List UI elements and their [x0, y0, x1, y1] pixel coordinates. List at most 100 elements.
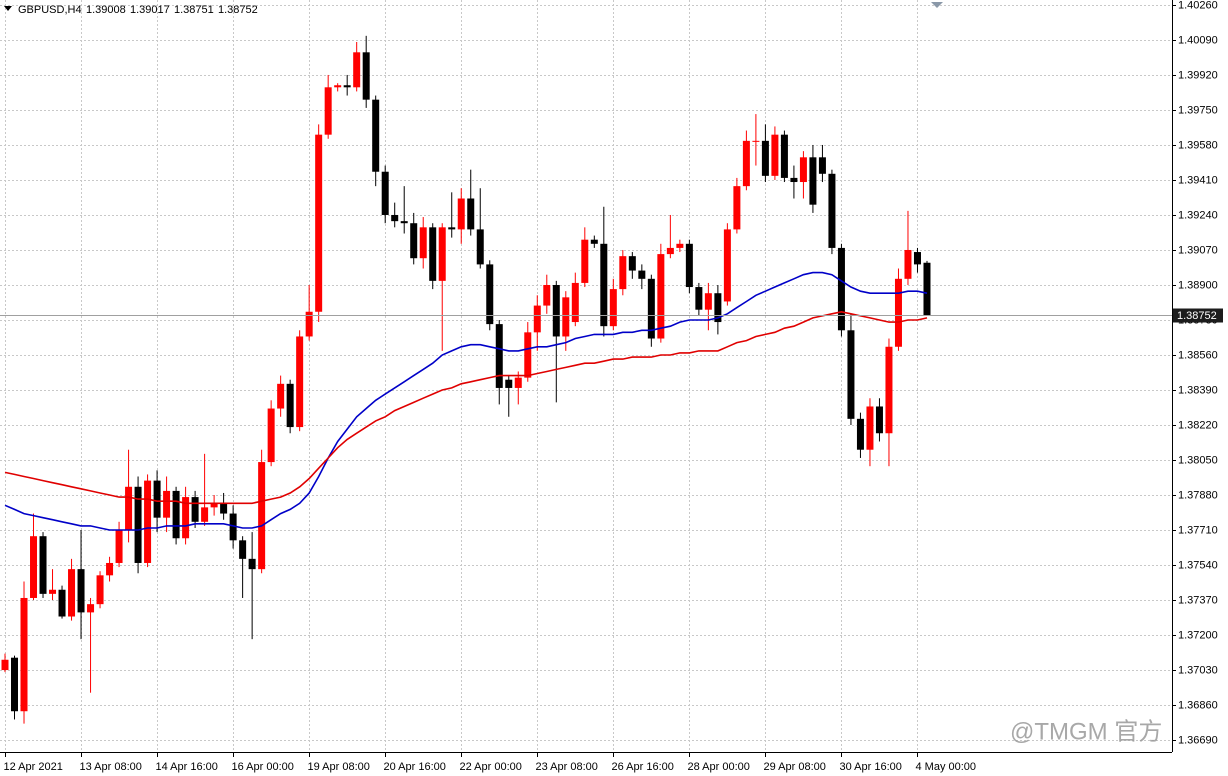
candle-body — [201, 507, 209, 522]
candle-body — [438, 227, 446, 281]
candle-body — [11, 657, 19, 712]
candle-body — [676, 243, 684, 248]
candle-body — [894, 278, 902, 347]
candle-body — [885, 346, 893, 434]
candle-body — [448, 227, 456, 230]
y-tick-label: 1.37540 — [1178, 559, 1218, 571]
candle-body — [486, 264, 494, 325]
candle-body — [723, 229, 731, 302]
candle-body — [657, 254, 665, 339]
x-tick-label: 13 Apr 08:00 — [80, 761, 142, 773]
candle-body — [752, 140, 760, 142]
plot — [1, 35, 931, 724]
candle-body — [182, 497, 190, 539]
candle-body — [229, 513, 237, 541]
candle-body — [220, 503, 228, 514]
candle-body — [695, 287, 703, 310]
candle-body — [495, 324, 503, 388]
watermark: @TMGM 官方 — [1010, 718, 1162, 745]
candle-body — [809, 157, 817, 205]
candle-body — [210, 503, 218, 508]
candle-body — [476, 229, 484, 265]
y-tick-label: 1.37880 — [1178, 489, 1218, 501]
y-tick-label: 1.38050 — [1178, 454, 1218, 466]
candle-body — [20, 597, 28, 712]
candle-body — [343, 85, 351, 88]
candle-body — [638, 270, 646, 279]
candle-body — [125, 486, 133, 531]
candle-body — [619, 256, 627, 290]
candle-body — [315, 134, 323, 312]
y-tick-label: 1.39580 — [1178, 139, 1218, 151]
y-tick-label: 1.38390 — [1178, 384, 1218, 396]
candle-body — [780, 134, 788, 178]
candle-body — [429, 227, 437, 281]
y-tick-label: 1.37370 — [1178, 594, 1218, 606]
y-tick-label: 1.39070 — [1178, 244, 1218, 256]
y-tick-label: 1.39920 — [1178, 69, 1218, 81]
candle-body — [600, 243, 608, 327]
candle-body — [144, 480, 152, 563]
candle-body — [191, 497, 199, 522]
header-low: 1.38751 — [174, 4, 214, 16]
candle-body — [505, 379, 513, 388]
y-tick-label: 1.37200 — [1178, 629, 1218, 641]
candle-body — [153, 480, 161, 518]
header-open: 1.39008 — [86, 4, 126, 16]
candle-body — [714, 293, 722, 323]
candle-body — [324, 87, 332, 135]
y-tick-label: 1.40090 — [1178, 34, 1218, 46]
candle-body — [467, 198, 475, 230]
x-tick-label: 30 Apr 16:00 — [840, 761, 902, 773]
shift-marker — [931, 2, 943, 8]
x-tick-label: 26 Apr 16:00 — [612, 761, 674, 773]
candle-body — [913, 252, 921, 265]
x-tick-label: 4 May 00:00 — [916, 761, 977, 773]
x-tick-label: 29 Apr 08:00 — [764, 761, 826, 773]
y-tick-label: 1.40260 — [1178, 0, 1218, 11]
candle-body — [866, 406, 874, 450]
candle-body — [818, 157, 826, 174]
candle-body — [799, 157, 807, 183]
candle-body — [543, 284, 551, 306]
candle-body — [904, 249, 912, 279]
candle-body — [524, 332, 532, 378]
candle-body — [628, 256, 636, 271]
candle-body — [609, 289, 617, 327]
candle-body — [847, 330, 855, 419]
candle-body — [391, 214, 399, 222]
header-arrow — [4, 6, 12, 11]
header-high: 1.39017 — [130, 4, 170, 16]
candle-body — [590, 239, 598, 244]
x-tick-label: 19 Apr 08:00 — [308, 761, 370, 773]
x-tick-label: 12 Apr 2021 — [4, 761, 63, 773]
candle-body — [856, 418, 864, 450]
x-tick-label: 22 Apr 00:00 — [460, 761, 522, 773]
candle-body — [790, 177, 798, 183]
y-tick-label: 1.36690 — [1178, 734, 1218, 746]
candle-body — [68, 569, 76, 617]
x-tick-label: 20 Apr 16:00 — [384, 761, 446, 773]
candle-body — [258, 462, 266, 570]
candle-body — [362, 52, 370, 100]
candle-body — [552, 284, 560, 337]
y-tick-label: 1.36860 — [1178, 699, 1218, 711]
candle-body — [286, 383, 294, 428]
candle-body — [239, 540, 247, 559]
y-tick-label: 1.38220 — [1178, 419, 1218, 431]
candle-body — [410, 223, 418, 259]
y-tick-label: 1.39410 — [1178, 174, 1218, 186]
candle-body — [305, 311, 313, 337]
candle-body — [248, 558, 256, 570]
candle-body — [334, 85, 342, 88]
x-tick-label: 16 Apr 00:00 — [232, 761, 294, 773]
y-tick-label: 1.39750 — [1178, 104, 1218, 116]
x-tick-label: 14 Apr 16:00 — [156, 761, 218, 773]
y-tick-label: 1.38560 — [1178, 349, 1218, 361]
candle-body — [134, 486, 142, 563]
candle-body — [267, 408, 275, 463]
candle-body — [771, 134, 779, 176]
candle-body — [77, 569, 85, 613]
candle-body — [49, 589, 57, 594]
current-price-label: 1.38752 — [1177, 310, 1217, 322]
